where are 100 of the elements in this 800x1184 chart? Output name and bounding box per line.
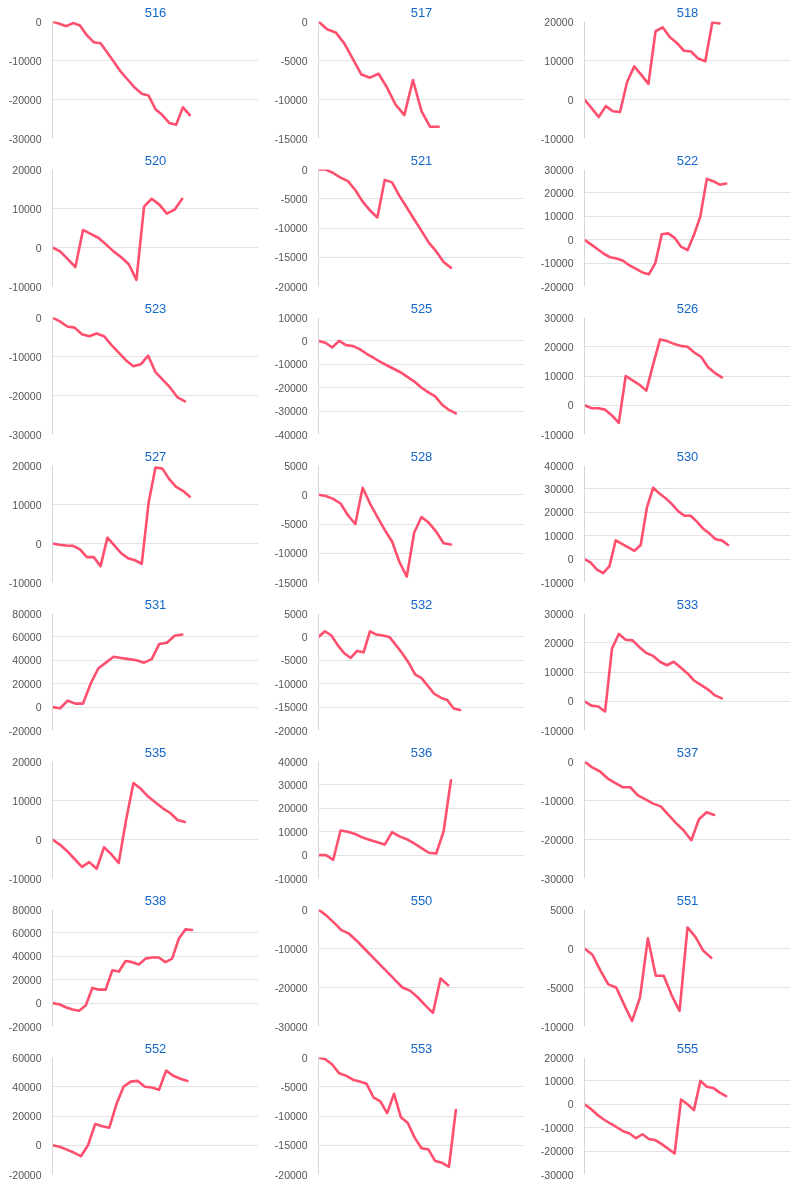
- y-tick-label: -30000: [8, 132, 42, 145]
- line-series: [318, 1057, 458, 1169]
- y-tick-label: 10000: [12, 498, 42, 511]
- y-tick-label: 0: [567, 695, 574, 708]
- chart-title: 528: [410, 448, 433, 464]
- y-tick-label: -10000: [274, 942, 308, 955]
- line-series: [52, 928, 194, 1013]
- chart-title: 550: [410, 892, 433, 908]
- y-tick-label: -10000: [540, 724, 574, 737]
- y-tick-label: -20000: [274, 280, 308, 293]
- y-tick-label: 0: [35, 997, 42, 1010]
- y-tick-label: 30000: [544, 607, 574, 620]
- y-tick-label: -5000: [280, 54, 308, 67]
- line-series: [584, 632, 724, 713]
- y-tick-label: 80000: [12, 607, 42, 620]
- line-series: [52, 781, 187, 871]
- chart-title: 536: [410, 744, 433, 760]
- y-tick-label: -20000: [274, 381, 308, 394]
- y-tick-label: 0: [301, 849, 308, 862]
- y-tick-label: -30000: [274, 405, 308, 418]
- line-series: [318, 169, 453, 270]
- y-tick-label: 0: [301, 630, 308, 643]
- y-tick-label: 60000: [12, 926, 42, 939]
- line-series: [318, 909, 450, 1015]
- y-tick-label: 80000: [12, 903, 42, 916]
- y-tick-label: 0: [301, 1051, 308, 1064]
- line-series: [584, 338, 724, 425]
- y-tick-label: -10000: [540, 1020, 574, 1033]
- y-tick-label: -10000: [540, 132, 574, 145]
- y-tick-label: -10000: [8, 872, 42, 885]
- y-tick-label: 20000: [544, 340, 574, 353]
- y-tick-label: 40000: [12, 654, 42, 667]
- y-tick-label: -10000: [274, 1110, 308, 1122]
- y-tick-label: -30000: [540, 1168, 574, 1181]
- y-tick-label: 40000: [544, 459, 574, 472]
- y-tick-label: 20000: [544, 186, 574, 199]
- y-tick-label: 0: [567, 755, 574, 768]
- y-tick-label: -20000: [8, 389, 42, 402]
- y-tick-label: 0: [35, 241, 42, 254]
- y-tick-label: -10000: [274, 547, 308, 560]
- line-series: [318, 339, 458, 415]
- line-series: [52, 21, 192, 127]
- y-tick-label: 10000: [544, 54, 574, 67]
- y-tick-label: -10000: [540, 428, 574, 441]
- chart-title: 551: [676, 892, 699, 908]
- line-series: [52, 466, 192, 568]
- y-tick-label: 0: [567, 93, 574, 106]
- y-tick-label: -10000: [8, 54, 42, 67]
- chart-title: 552: [144, 1040, 167, 1056]
- y-tick-label: -15000: [274, 132, 308, 145]
- y-tick-label: -40000: [274, 428, 308, 441]
- y-tick-label: 20000: [12, 1110, 42, 1122]
- y-tick-label: -10000: [540, 794, 574, 807]
- y-tick-label: 0: [35, 311, 42, 324]
- y-tick-label: 20000: [544, 636, 574, 649]
- chart-title: 527: [144, 448, 167, 464]
- y-tick-label: -10000: [540, 576, 574, 589]
- y-tick-label: -10000: [8, 350, 42, 363]
- y-tick-label: -5000: [280, 518, 308, 530]
- chart-title: 533: [676, 596, 699, 612]
- y-tick-label: 0: [301, 334, 308, 347]
- y-tick-label: -20000: [8, 93, 42, 106]
- y-tick-label: 5000: [550, 903, 574, 916]
- y-tick-label: 0: [567, 233, 574, 246]
- y-tick-label: -15000: [274, 251, 308, 264]
- y-tick-label: 20000: [544, 1051, 574, 1064]
- y-tick-label: 60000: [12, 630, 42, 643]
- line-series: [52, 317, 187, 403]
- y-tick-label: 20000: [12, 459, 42, 472]
- chart-title: 555: [676, 1040, 699, 1056]
- chart-title: 531: [144, 596, 167, 612]
- y-tick-label: -5000: [280, 654, 308, 667]
- y-tick-label: -10000: [540, 1121, 574, 1134]
- y-tick-label: 60000: [12, 1051, 42, 1064]
- y-tick-label: -10000: [274, 93, 308, 106]
- y-tick-label: 30000: [544, 163, 574, 176]
- line-series: [52, 633, 184, 710]
- y-tick-label: 20000: [12, 755, 42, 768]
- line-series: [584, 1079, 728, 1155]
- y-tick-label: 0: [567, 553, 574, 566]
- y-tick-label: -10000: [8, 280, 42, 293]
- y-tick-label: -15000: [274, 576, 308, 589]
- y-tick-label: -10000: [540, 257, 574, 270]
- y-tick-label: 20000: [544, 506, 574, 519]
- y-tick-label: 0: [35, 15, 42, 28]
- y-tick-label: 0: [35, 537, 42, 550]
- line-series: [584, 21, 721, 119]
- y-tick-label: -20000: [274, 1168, 308, 1181]
- line-series: [52, 1069, 189, 1158]
- y-tick-label: -20000: [8, 1168, 42, 1181]
- y-tick-label: 0: [35, 1139, 42, 1152]
- y-tick-label: 5000: [284, 607, 308, 620]
- y-tick-label: 10000: [544, 666, 574, 678]
- y-tick-label: -5000: [280, 192, 308, 205]
- y-tick-label: 0: [567, 399, 574, 412]
- y-tick-label: -20000: [8, 724, 42, 737]
- chart-title: 520: [144, 152, 167, 168]
- y-tick-label: 30000: [544, 311, 574, 324]
- y-tick-label: -15000: [274, 1139, 308, 1152]
- y-tick-label: -5000: [546, 981, 574, 994]
